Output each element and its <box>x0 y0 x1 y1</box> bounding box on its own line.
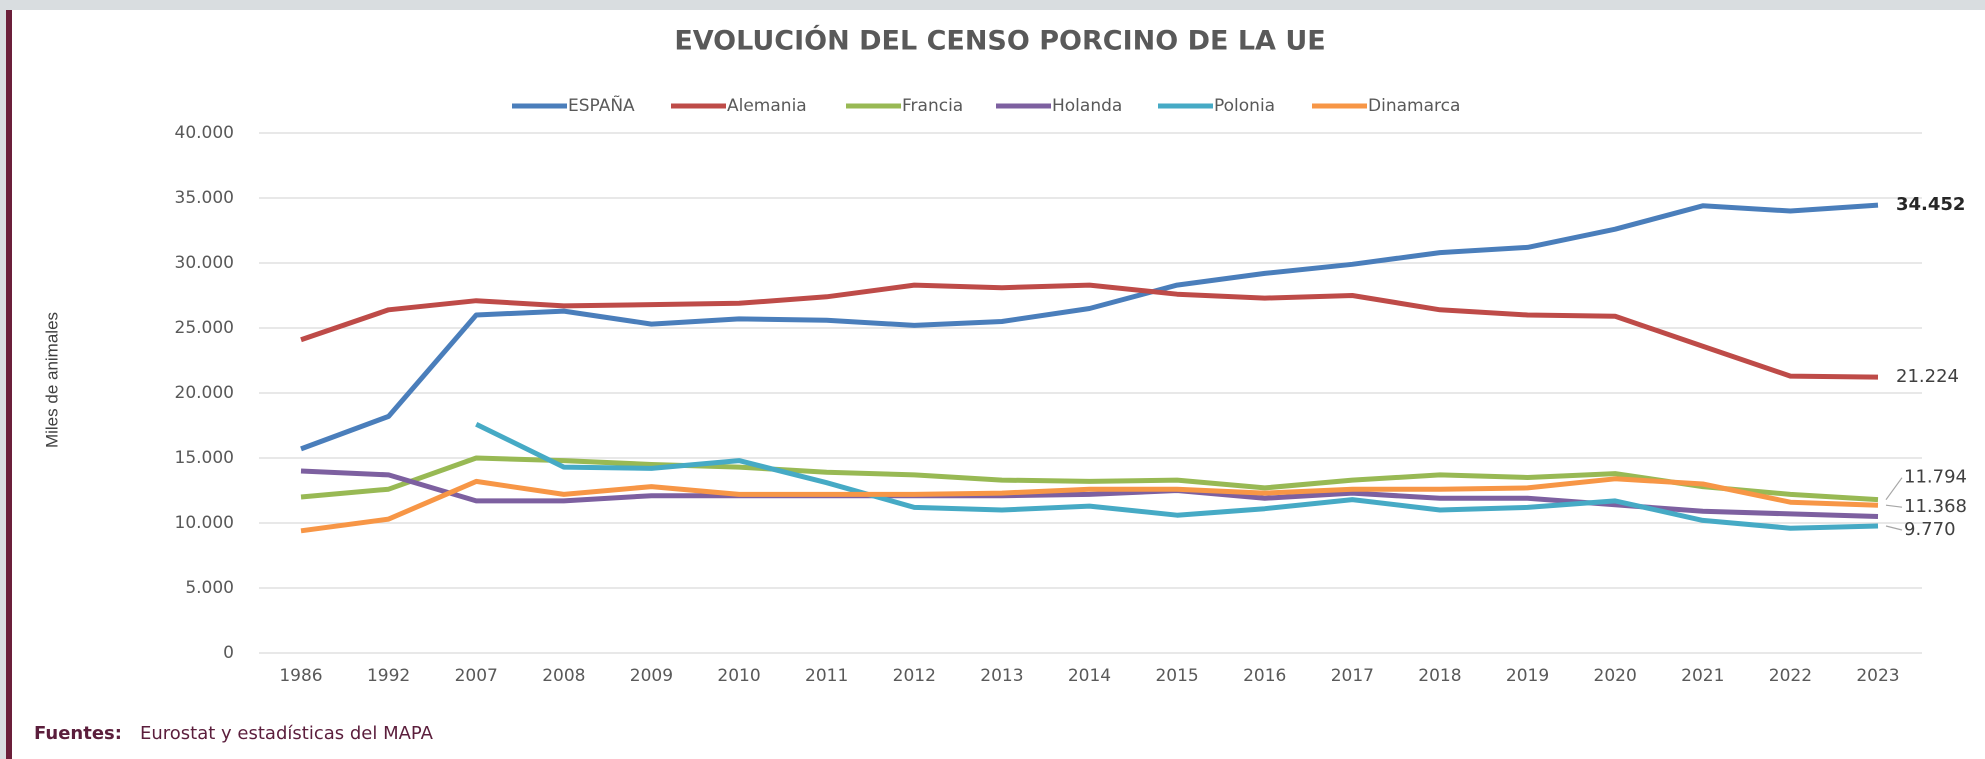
x-tick-label: 2018 <box>1418 666 1461 686</box>
legend-label: Holanda <box>1052 96 1122 116</box>
y-tick-label: 0 <box>223 643 234 663</box>
x-tick-label: 2014 <box>1068 666 1111 686</box>
y-tick-label: 20.000 <box>175 383 234 403</box>
leader-line <box>1885 477 1903 501</box>
leader-line <box>1885 525 1903 531</box>
x-tick-label: 2008 <box>542 666 585 686</box>
x-tick-label: 2011 <box>805 666 848 686</box>
frame-border <box>6 10 12 759</box>
x-tick-label: 2022 <box>1769 666 1812 686</box>
y-tick-label: 30.000 <box>175 253 234 273</box>
y-tick-label: 25.000 <box>175 318 234 338</box>
x-tick-label: 1986 <box>279 666 322 686</box>
x-tick-label: 2023 <box>1856 666 1899 686</box>
data-label: 9.770 <box>1904 519 1956 540</box>
x-tick-label: 2010 <box>717 666 760 686</box>
series-line <box>300 282 1879 380</box>
x-tick-label: 2007 <box>455 666 498 686</box>
x-tick-label: 2019 <box>1506 666 1549 686</box>
x-tick-label: 2012 <box>893 666 936 686</box>
y-tick-label: 35.000 <box>175 188 234 208</box>
legend-label: Alemania <box>727 96 807 116</box>
legend-label: Polonia <box>1214 96 1275 116</box>
y-tick-label: 15.000 <box>175 448 234 468</box>
y-tick-label: 10.000 <box>175 513 234 533</box>
x-tick-label: 2020 <box>1594 666 1637 686</box>
source-label: Fuentes: <box>34 723 122 744</box>
legend-label: Dinamarca <box>1368 96 1460 116</box>
data-label: 11.368 <box>1904 496 1967 517</box>
series-line <box>300 202 1879 452</box>
legend-label: Francia <box>902 96 963 116</box>
data-label: 11.794 <box>1904 467 1967 488</box>
y-axis-label: Miles de animales <box>42 312 61 448</box>
chart-title: EVOLUCIÓN DEL CENSO PORCINO DE LA UE <box>674 25 1325 57</box>
source: Eurostat y estadísticas del MAPA <box>140 723 434 744</box>
x-tick-label: 2017 <box>1331 666 1374 686</box>
series-line <box>300 476 1879 534</box>
series-line <box>300 468 1879 519</box>
leader-line <box>1885 504 1903 508</box>
y-tick-label: 40.000 <box>175 123 234 143</box>
x-tick-label: 2009 <box>630 666 673 686</box>
y-tick-label: 5.000 <box>185 578 234 598</box>
x-tick-label: 1992 <box>367 666 410 686</box>
x-tick-label: 2015 <box>1155 666 1198 686</box>
legend-label: ESPAÑA <box>568 94 635 116</box>
series-line <box>300 455 1879 503</box>
data-label: 21.224 <box>1896 366 1959 387</box>
data-label: 34.452 <box>1896 194 1965 215</box>
x-tick-label: 2013 <box>980 666 1023 686</box>
frame <box>6 10 1985 759</box>
x-tick-label: 2021 <box>1681 666 1724 686</box>
series-line <box>475 421 1879 531</box>
x-tick-label: 2016 <box>1243 666 1286 686</box>
